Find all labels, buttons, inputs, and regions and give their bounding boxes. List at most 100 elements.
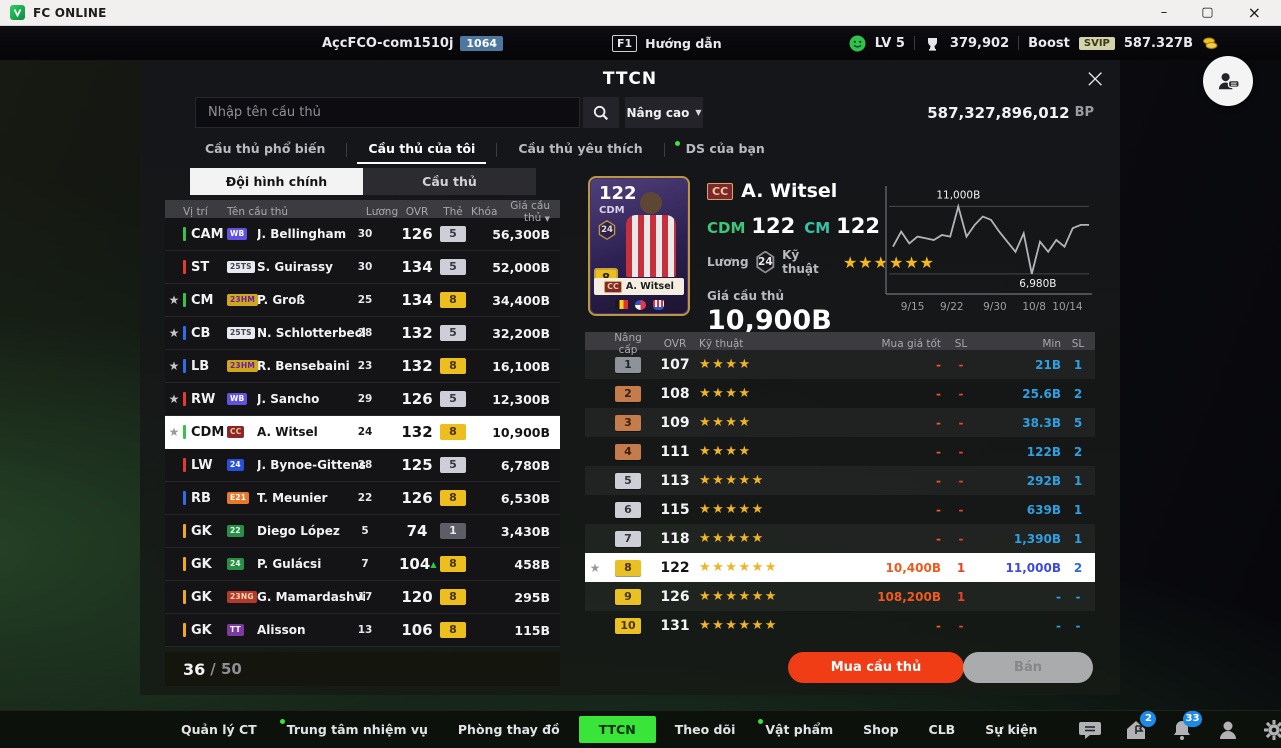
minimize-button[interactable]: –	[1160, 4, 1168, 20]
chat-icon[interactable]	[1078, 718, 1102, 742]
player-row[interactable]: ★ RW WB J. Sancho 29 126 5 12,300B	[165, 383, 560, 416]
best-buy-price: -	[936, 357, 941, 372]
profile-icon[interactable]	[1216, 718, 1240, 742]
market-row[interactable]: ★ 2 108 ★★★★ - - 25.6B 2	[585, 379, 1095, 408]
buy-player-button[interactable]: Mua cầu thủ	[788, 652, 964, 683]
market-row[interactable]: ★ 1 107 ★★★★ - - 21B 1	[585, 350, 1095, 379]
player-ovr: 132	[401, 423, 433, 441]
card-type-badge: E21	[227, 492, 250, 504]
player-name: P. Gulácsi	[257, 557, 322, 571]
belgium-flag-icon	[614, 300, 628, 309]
best-buy-price: 108,200B	[877, 589, 941, 604]
nav-item-1[interactable]: Quản lý CT	[181, 722, 257, 737]
favorite-star-icon[interactable]: ★	[168, 293, 180, 307]
player-name: G. Mamardashvili	[257, 590, 365, 604]
market-tabs: Cầu thủ phổ biến Cầu thủ của tôi Cầu thủ y…	[184, 136, 786, 164]
tab-2[interactable]: Cầu thủ của tôi	[347, 136, 496, 164]
header-price[interactable]: Giá cầu thủ ▼	[510, 200, 550, 224]
skill-stars: ★★★★★	[699, 502, 765, 517]
upgrade-level-badge: 6	[615, 501, 641, 518]
tab-1[interactable]: Cầu thủ phổ biến	[205, 141, 326, 156]
modal-close-icon[interactable]: ×	[1084, 64, 1106, 94]
market-row[interactable]: ★ 6 115 ★★★★★ - - 639B 1	[585, 495, 1095, 524]
player-row[interactable]: ST 25TS S. Guirassy 30 134 5 52,000B	[165, 251, 560, 284]
tab-3[interactable]: Cầu thủ yêu thích	[518, 141, 643, 156]
market-row[interactable]: ★ 3 109 ★★★★ - - 38.3B 5	[585, 408, 1095, 437]
nav-item-5[interactable]: Theo dõi	[674, 722, 736, 737]
market-row[interactable]: ★ 8 122 ★★★★★★ 10,400B 1 11,000B 2	[585, 553, 1095, 582]
price-history-chart: 11,000B 6,980B 9/15 9/22 9/30 10/8 10/14	[883, 178, 1095, 316]
favorite-star-icon[interactable]: ★	[168, 392, 180, 406]
player-row[interactable]: RB E21 T. Meunier 22 126 8 6,530B	[165, 482, 560, 515]
min-price: 25.6B	[1022, 386, 1061, 401]
account-badge: 1064	[460, 35, 504, 51]
bell-icon[interactable]: 33	[1170, 710, 1203, 742]
card-player-name: A. Witsel	[625, 281, 674, 292]
player-row[interactable]: ★ CDM CC A. Witsel 24 132 8 10,900B	[165, 416, 560, 449]
min-price-count: -	[1075, 589, 1081, 604]
player-detail-name: A. Witsel	[741, 180, 838, 202]
player-row[interactable]: GK 22 Diego López 5 74 1 3,430B	[165, 515, 560, 548]
close-button[interactable]: ×	[1247, 2, 1261, 22]
best-buy-price: -	[936, 473, 941, 488]
search-button[interactable]	[583, 97, 619, 128]
position-ovr: 122	[751, 214, 796, 238]
player-row[interactable]: GK TT Alisson 13 106 8 115B	[165, 614, 560, 647]
search-input[interactable]	[195, 97, 580, 128]
player-row[interactable]: ★ CB 25TS N. Schlotterbeck 28 132 5 32,200B	[165, 317, 560, 350]
card-cell: 8	[435, 490, 471, 506]
home-icon[interactable]: 2	[1124, 710, 1157, 742]
player-ovr: 104▲	[399, 555, 437, 573]
nav-item-7[interactable]: Shop	[863, 722, 899, 737]
position-color-bar	[183, 590, 186, 604]
favorite-star-icon[interactable]: ★	[168, 359, 180, 373]
card-name-bar: CC A. Witsel	[594, 278, 684, 295]
card-grade-badge: 5	[440, 325, 466, 341]
nav-item-4[interactable]: TTCN	[578, 716, 656, 743]
favorite-star-icon[interactable]: ★	[168, 326, 180, 340]
favorite-star-icon[interactable]: ★	[168, 425, 180, 439]
header-min: Min	[1042, 338, 1061, 350]
player-row[interactable]: ★ LB 23HM R. Bensebaini 23 132 8 16,100B	[165, 350, 560, 383]
market-row[interactable]: ★ 4 111 ★★★★ - - 122B 2	[585, 437, 1095, 466]
nav-item-6[interactable]: Vật phẩm	[750, 716, 848, 743]
card-grade-badge: 8	[440, 622, 466, 638]
advanced-filter-button[interactable]: Nâng cao ▼	[625, 97, 703, 128]
player-row[interactable]: CAM WB J. Bellingham 30 126 5 56,300B	[165, 218, 560, 251]
nav-item-9[interactable]: Sự kiện	[985, 722, 1038, 737]
player-row[interactable]: ★ CM 23HM P. Groß 25 134 8 34,400B	[165, 284, 560, 317]
card-type-badge: 22	[227, 525, 244, 537]
market-row[interactable]: ★ 7 118 ★★★★★ - - 1,390B 1	[585, 524, 1095, 553]
player-row[interactable]: GK 23NG G. Mamardashvili 17 120 8 295B	[165, 581, 560, 614]
subtab-2[interactable]: Cầu thủ	[422, 174, 477, 189]
level-cell: 10	[605, 617, 651, 634]
season-badge: CC	[707, 182, 734, 200]
card-type-badge: 24	[227, 558, 244, 570]
player-row[interactable]: LW 24 J. Bynoe-Gittens 28 125 5 6,780B	[165, 449, 560, 482]
card-position: CDM	[599, 205, 625, 216]
selected-star-icon: ★	[585, 503, 605, 517]
help-shortcut[interactable]: F1 Hướng dẫn	[612, 26, 722, 60]
settings-icon[interactable]	[1262, 718, 1281, 742]
league-logo-icon	[634, 300, 646, 310]
market-row[interactable]: ★ 5 113 ★★★★★ - - 292B 1	[585, 466, 1095, 495]
skill-stars: ★★★★	[699, 357, 752, 372]
maximize-button[interactable]: ▢	[1201, 4, 1214, 20]
player-row[interactable]: GK 24 P. Gulácsi 7 104▲ 8 458B	[165, 548, 560, 581]
support-chat-button[interactable]	[1203, 56, 1253, 106]
nav-item-2[interactable]: Trung tâm nhiệm vụ	[272, 716, 443, 743]
nav-item-3[interactable]: Phòng thay đồ	[457, 722, 560, 737]
tab-4[interactable]: DS của bạn	[665, 136, 786, 164]
market-row[interactable]: ★ 9 126 ★★★★★★ 108,200B 1 --	[585, 582, 1095, 611]
selected-star-icon: ★	[589, 560, 601, 575]
person-chat-icon	[1218, 72, 1240, 89]
boost-label[interactable]: Boost	[1028, 35, 1070, 51]
sell-button[interactable]: Bán	[963, 652, 1093, 683]
player-ovr: 125	[401, 456, 433, 474]
best-buy-count: -	[958, 386, 964, 401]
subtab-1[interactable]: Đội hình chính	[190, 168, 363, 195]
nav-item-8[interactable]: CLB	[928, 722, 956, 737]
upgrade-level-badge: 8	[615, 559, 641, 576]
upgrade-level-badge: 3	[615, 414, 641, 431]
